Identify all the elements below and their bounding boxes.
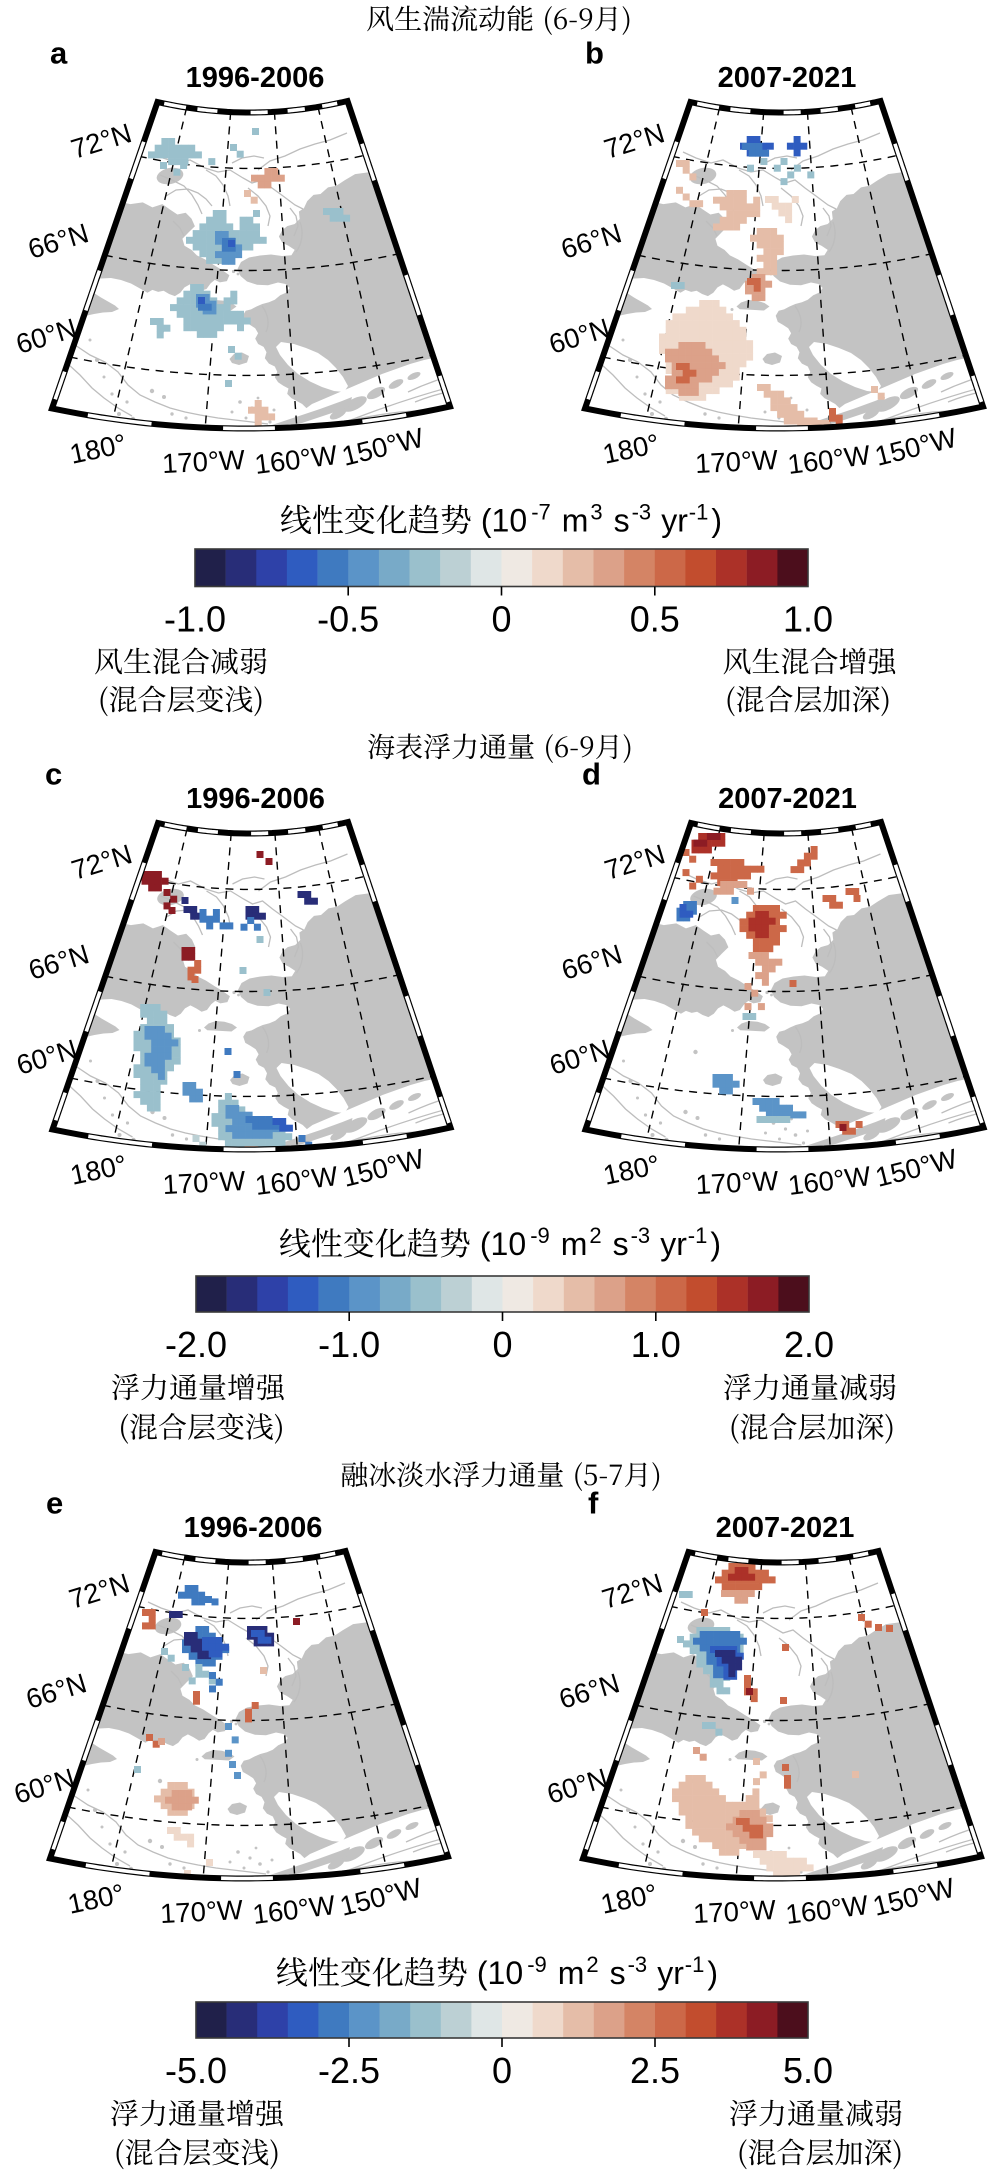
svg-text:yr: yr xyxy=(657,1955,684,1991)
svg-text:2.5: 2.5 xyxy=(630,2050,680,2091)
svg-text:(10: (10 xyxy=(477,1955,523,1991)
svg-text:-1: -1 xyxy=(685,1952,705,1977)
svg-text:m: m xyxy=(558,1955,585,1991)
svg-text:): ) xyxy=(711,503,722,539)
svg-text:e: e xyxy=(46,1486,63,1521)
svg-text:m: m xyxy=(561,1226,588,1262)
svg-text:-0.5: -0.5 xyxy=(317,599,379,640)
svg-text:b: b xyxy=(585,36,604,71)
svg-text:-2.5: -2.5 xyxy=(318,2050,380,2091)
svg-text:2.0: 2.0 xyxy=(784,1324,834,1365)
svg-text:0.5: 0.5 xyxy=(630,599,680,640)
svg-text:a: a xyxy=(50,36,68,71)
svg-text:s: s xyxy=(614,503,630,539)
svg-text:(10: (10 xyxy=(480,1226,526,1262)
svg-text:2: 2 xyxy=(589,1223,601,1248)
svg-text:2007-2021: 2007-2021 xyxy=(718,783,857,815)
svg-text:170°W: 170°W xyxy=(162,1165,246,1200)
svg-text:170°W: 170°W xyxy=(159,1894,243,1929)
svg-text:yr: yr xyxy=(660,1226,687,1262)
svg-text:s: s xyxy=(610,1955,626,1991)
svg-text:2007-2021: 2007-2021 xyxy=(716,1512,855,1544)
svg-text:3: 3 xyxy=(590,500,602,525)
svg-text:-1.0: -1.0 xyxy=(318,1324,380,1365)
svg-text:m: m xyxy=(562,503,589,539)
svg-text:-2.0: -2.0 xyxy=(165,1324,227,1365)
svg-text:-1: -1 xyxy=(688,1223,708,1248)
svg-text:1996-2006: 1996-2006 xyxy=(186,62,325,94)
svg-text:s: s xyxy=(613,1226,629,1262)
svg-text:-3: -3 xyxy=(628,1952,648,1977)
svg-text:-5.0: -5.0 xyxy=(165,2050,227,2091)
svg-text:-9: -9 xyxy=(527,1952,547,1977)
svg-text:2: 2 xyxy=(586,1952,598,1977)
svg-text:170°W: 170°W xyxy=(692,1894,776,1929)
svg-text:-1.0: -1.0 xyxy=(164,599,226,640)
svg-text:0: 0 xyxy=(491,599,511,640)
svg-text:): ) xyxy=(707,1955,718,1991)
svg-text:2007-2021: 2007-2021 xyxy=(718,62,857,94)
svg-text:-1: -1 xyxy=(689,500,709,525)
svg-text:1.0: 1.0 xyxy=(631,1324,681,1365)
svg-text:0: 0 xyxy=(492,2050,512,2091)
svg-text:): ) xyxy=(710,1226,721,1262)
svg-text:-3: -3 xyxy=(631,1223,651,1248)
svg-text:d: d xyxy=(582,757,601,792)
svg-text:-7: -7 xyxy=(531,500,551,525)
svg-text:c: c xyxy=(45,757,62,792)
svg-text:5.0: 5.0 xyxy=(783,2050,833,2091)
svg-text:f: f xyxy=(588,1486,599,1521)
svg-text:170°W: 170°W xyxy=(694,444,778,479)
svg-text:(10: (10 xyxy=(481,503,527,539)
svg-text:-9: -9 xyxy=(530,1223,550,1248)
svg-text:0: 0 xyxy=(492,1324,512,1365)
svg-text:1996-2006: 1996-2006 xyxy=(184,1512,323,1544)
svg-text:170°W: 170°W xyxy=(695,1165,779,1200)
svg-text:1.0: 1.0 xyxy=(783,599,833,640)
svg-text:1996-2006: 1996-2006 xyxy=(186,783,325,815)
svg-text:yr: yr xyxy=(661,503,688,539)
svg-text:-3: -3 xyxy=(632,500,652,525)
svg-text:170°W: 170°W xyxy=(161,444,245,479)
